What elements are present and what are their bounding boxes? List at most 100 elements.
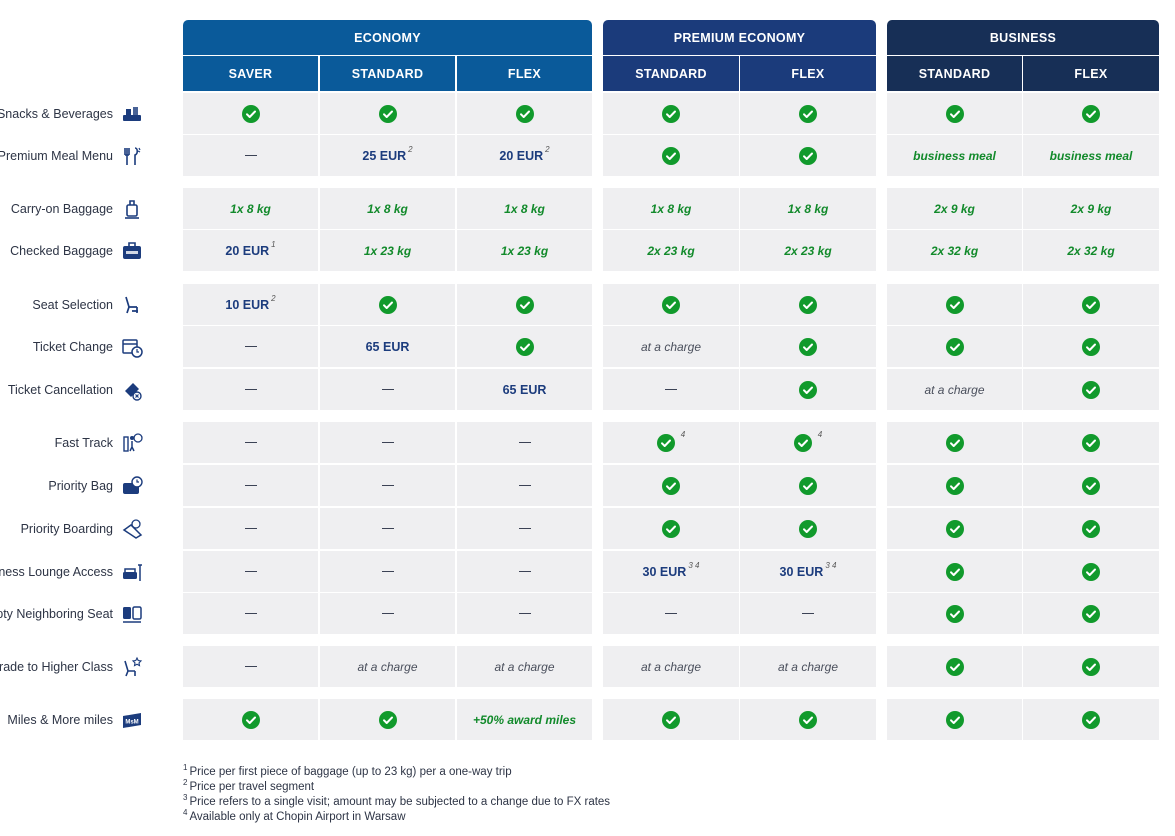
footnote-number: 1 [183, 763, 188, 772]
at-a-charge-text: at a charge [640, 339, 702, 354]
cell-seat-selection-0: 10 EUR 2 [183, 284, 318, 325]
row-label-text: Miles & More miles [7, 712, 113, 727]
cell-checked-baggage-0: 20 EUR 1 [183, 230, 318, 271]
cell-ticket-cancellation-5: at a charge [887, 369, 1022, 410]
check-icon [662, 295, 680, 314]
check-icon [1082, 476, 1100, 495]
included-value: 1x 8 kg [650, 201, 692, 216]
price-amount: 10 EUR [225, 298, 270, 313]
cell-ticket-cancellation-0 [183, 369, 318, 410]
check-icon [1082, 562, 1100, 581]
check-icon [662, 710, 680, 729]
row-label-upgrade-to-higher-class: Upgrade to Higher Class [0, 646, 143, 687]
cell-business-lounge-access-2 [457, 551, 592, 592]
not-included-dash [518, 527, 531, 530]
cell-priority-bag-0 [183, 465, 318, 506]
cell-upgrade-to-higher-class-0 [183, 646, 318, 687]
price-value: 30 EUR 3 4 [643, 560, 700, 579]
cell-seat-selection-6 [1023, 284, 1159, 325]
cell-ticket-cancellation-1 [320, 369, 455, 410]
price-value: 20 EUR 2 [499, 144, 550, 163]
check-icon [1082, 337, 1100, 356]
included-value: business meal [1049, 148, 1133, 163]
cell-priority-boarding-5 [887, 508, 1022, 549]
at-a-charge-text: at a charge [924, 382, 985, 397]
footnote-text: Price refers to a single visit; amount m… [189, 795, 611, 808]
row-label-miles-more-miles: Miles & More miles MsM [7, 699, 143, 740]
footnote-ref: 2 [545, 144, 550, 154]
footnote-ref: 3 4 [825, 560, 837, 570]
cell-premium-meal-menu-5: business meal [887, 135, 1022, 176]
price-amount: 25 EUR [362, 149, 407, 164]
row-label-checked-baggage: Checked Baggage [10, 230, 143, 271]
included-value: 1x 23 kg [500, 243, 549, 258]
check-icon [515, 295, 534, 314]
check-icon [656, 433, 675, 452]
cell-priority-bag-3 [603, 465, 739, 506]
check-icon [799, 104, 817, 123]
not-included-dash [665, 388, 677, 391]
included-value: 1x 23 kg [363, 243, 412, 258]
lounge-icon [121, 561, 143, 583]
column-header-business-standard: STANDARD [887, 56, 1022, 91]
footnote-ref: 3 4 [688, 560, 700, 570]
cutlery-icon [121, 145, 143, 167]
at-a-charge-text: at a charge [357, 659, 418, 674]
cell-premium-meal-menu-4 [740, 135, 876, 176]
carry-on-icon [121, 198, 143, 220]
cell-business-lounge-access-0 [183, 551, 318, 592]
footnote-2: 2 Price per travel segment [183, 775, 314, 795]
at-a-charge-text: at a charge [640, 659, 702, 674]
cell-empty-neighboring-seat-3 [603, 593, 739, 634]
row-label-text: Priority Boarding [20, 521, 113, 536]
svg-text:MsM: MsM [125, 719, 138, 725]
cell-priority-bag-6 [1023, 465, 1159, 506]
cell-priority-bag-4 [740, 465, 876, 506]
row-label-text: Priority Bag [48, 478, 113, 493]
cell-ticket-cancellation-3 [603, 369, 739, 410]
cell-priority-boarding-2 [457, 508, 592, 549]
cell-premium-meal-menu-6: business meal [1023, 135, 1159, 176]
cell-fast-track-3: 4 [603, 422, 739, 463]
footnote-text: Available only at Chopin Airport in Wars… [189, 810, 406, 823]
not-included-dash [244, 388, 257, 391]
priority-boarding-icon [121, 518, 143, 540]
cell-business-lounge-access-1 [320, 551, 455, 592]
included-value: 1x 8 kg [367, 201, 408, 216]
cell-premium-meal-menu-1: 25 EUR 2 [320, 135, 455, 176]
cell-fast-track-6 [1023, 422, 1159, 463]
row-label-priority-boarding: Priority Boarding [21, 508, 143, 549]
calendar-clock-icon [121, 336, 143, 358]
included-value: +50% award miles [472, 712, 577, 727]
check-icon [241, 104, 260, 123]
footnote-ref: 4 [680, 429, 686, 439]
cell-premium-meal-menu-3 [603, 135, 739, 176]
price-amount: 20 EUR [225, 244, 270, 259]
check-icon [662, 476, 680, 495]
cell-upgrade-to-higher-class-5 [887, 646, 1022, 687]
cell-miles-more-miles-1 [320, 699, 455, 740]
check-icon [1082, 604, 1100, 623]
priority-bag-icon [121, 475, 143, 497]
row-label-ticket-change: Ticket Change [33, 326, 143, 367]
row-label-text: Checked Baggage [10, 243, 113, 258]
row-label-text: Carry-on Baggage [10, 201, 113, 216]
column-header-premium-flex: FLEX [740, 56, 876, 91]
cell-fast-track-0 [183, 422, 318, 463]
price-value: 65 EUR [503, 383, 547, 397]
not-included-dash [381, 570, 394, 573]
cell-upgrade-to-higher-class-3: at a charge [603, 646, 739, 687]
price-value: 20 EUR 1 [225, 240, 275, 259]
not-included-dash [518, 441, 531, 444]
cell-carry-on-baggage-6: 2x 9 kg [1023, 188, 1159, 229]
fast-track-icon [121, 432, 143, 454]
cell-snacks-beverages-2 [457, 93, 592, 134]
cell-checked-baggage-6: 2x 32 kg [1023, 230, 1159, 271]
cell-empty-neighboring-seat-0 [183, 593, 318, 634]
empty-seat-icon [121, 603, 143, 625]
cell-upgrade-to-higher-class-1: at a charge [320, 646, 455, 687]
cell-upgrade-to-higher-class-6 [1023, 646, 1159, 687]
included-value: 1x 8 kg [787, 201, 829, 216]
check-icon [1082, 657, 1100, 676]
not-included-dash [244, 570, 257, 573]
